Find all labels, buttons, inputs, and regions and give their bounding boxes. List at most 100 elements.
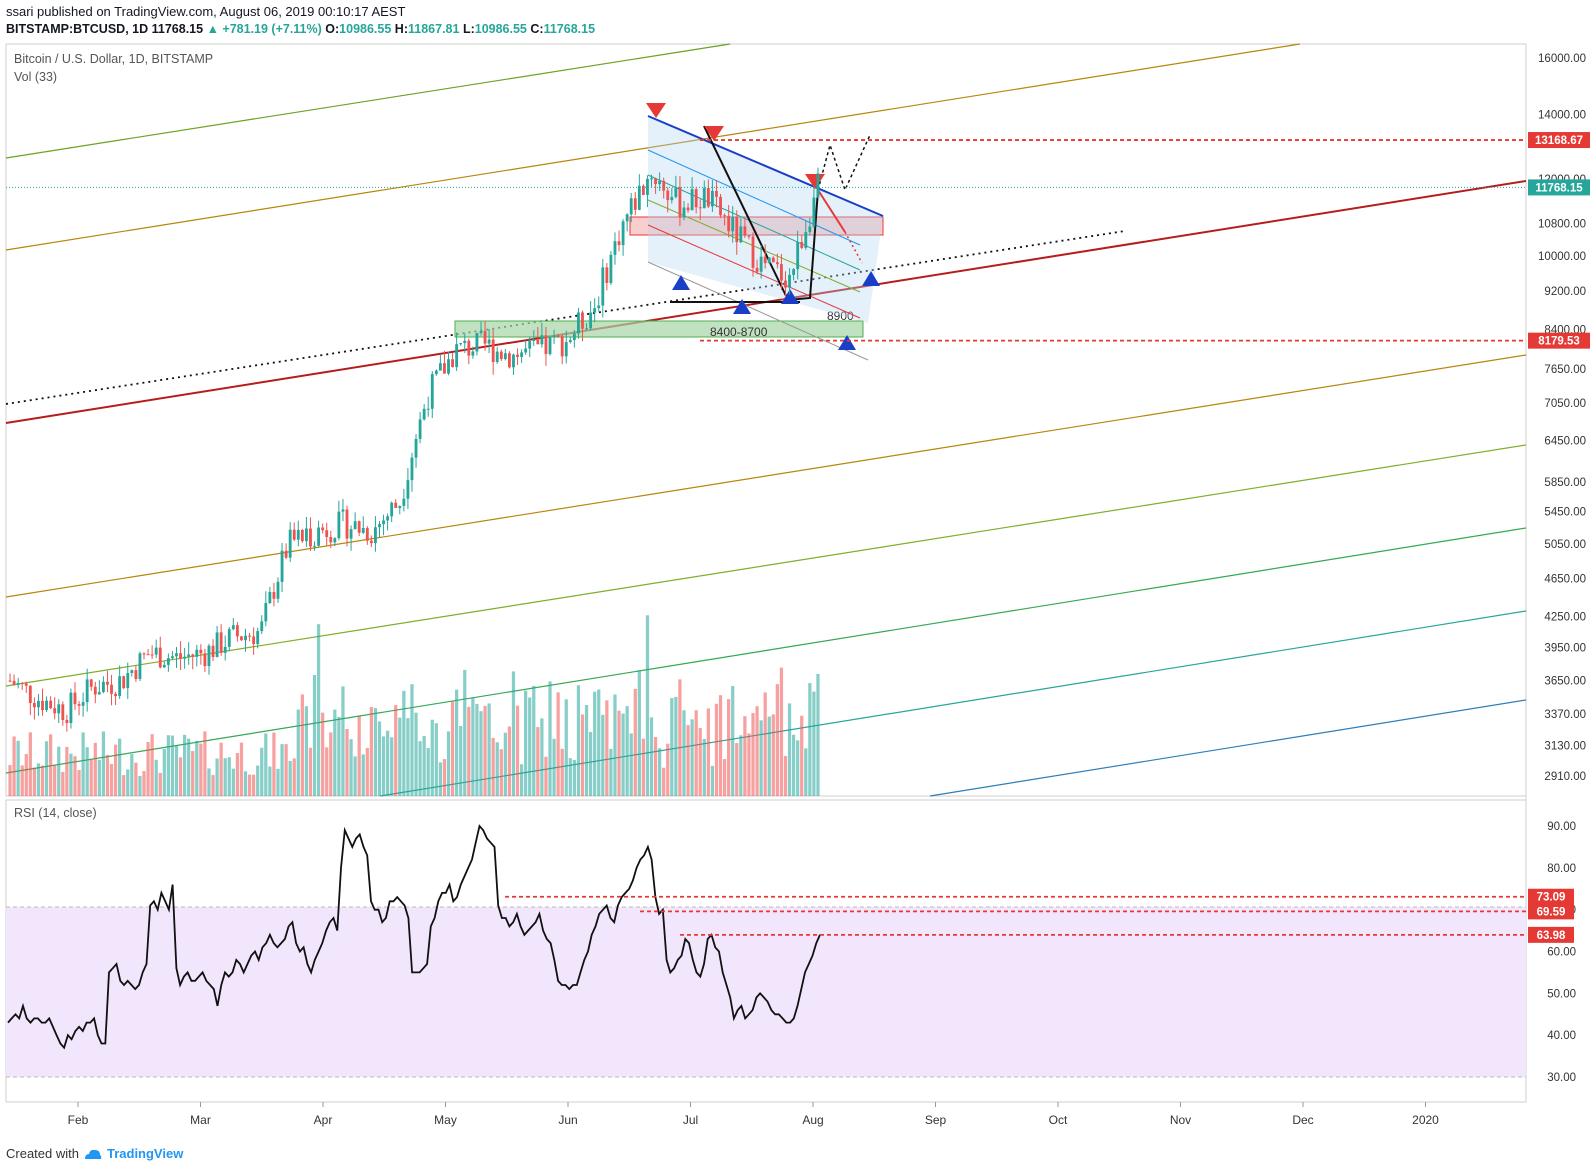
volume-bar xyxy=(783,755,788,796)
rsi-level-badge xyxy=(1528,888,1574,905)
volume-bar xyxy=(199,743,203,796)
volume-bar xyxy=(747,733,751,796)
buy-marker xyxy=(781,289,799,304)
candle-body xyxy=(784,280,787,288)
time-tick-label: May xyxy=(434,1113,457,1127)
volume-bar xyxy=(44,741,49,796)
candle-body xyxy=(560,336,564,357)
volume-bar xyxy=(446,731,451,796)
candle-body xyxy=(572,333,576,341)
volume-bar xyxy=(93,742,97,796)
price-tick-label: 2910.00 xyxy=(1544,771,1586,783)
candle-body xyxy=(767,257,771,264)
volume-bar xyxy=(621,713,625,796)
candle-body xyxy=(361,528,365,533)
volume-bar xyxy=(743,716,747,796)
candle-body xyxy=(93,686,97,695)
ohlc-line: BITSTAMP:BTCUSD, 1D 11768.15 ▲ +781.19 (… xyxy=(6,22,595,36)
candle-body xyxy=(731,216,735,232)
candle-body xyxy=(800,241,804,248)
candle-body xyxy=(706,188,710,207)
volume-bar xyxy=(597,689,601,796)
price-tick-label: 4250.00 xyxy=(1544,611,1586,623)
candle-body xyxy=(621,221,625,246)
candle-body xyxy=(678,187,682,218)
volume-bar xyxy=(487,703,491,796)
buy-marker xyxy=(838,335,856,350)
candle-body xyxy=(288,529,292,558)
candle-body xyxy=(16,683,20,685)
footer: Created with TradingView xyxy=(6,1146,183,1161)
volume-bar xyxy=(243,771,248,796)
volume-bar xyxy=(57,746,61,796)
candle-body xyxy=(552,335,556,338)
volume-bar xyxy=(450,701,455,796)
volume-bar xyxy=(434,723,438,796)
volume-bar xyxy=(73,756,77,796)
volume-bar xyxy=(231,768,235,796)
footer-created: Created with xyxy=(6,1146,79,1161)
candle-body xyxy=(747,235,751,237)
volume-bar xyxy=(105,754,110,796)
volume-bar xyxy=(625,706,629,796)
volume-bar xyxy=(377,721,382,796)
candle-body xyxy=(438,363,442,371)
candle-body xyxy=(682,207,686,218)
candle-body xyxy=(434,370,438,375)
volume-bar xyxy=(272,732,276,796)
candle-body xyxy=(670,197,674,201)
volume-bar xyxy=(329,732,333,796)
volume-bar xyxy=(235,753,240,796)
candle-body xyxy=(85,679,89,703)
volume-bar xyxy=(203,731,207,796)
rsi-band xyxy=(6,907,1526,1077)
footer-brand[interactable]: TradingView xyxy=(106,1146,184,1161)
volume-bar xyxy=(390,737,394,796)
volume-bar xyxy=(288,760,292,796)
volume-bar xyxy=(398,717,402,796)
candle-body xyxy=(788,274,791,288)
volume-bar xyxy=(670,698,674,796)
volume-bar xyxy=(402,690,406,796)
rsi-axis: 90.0080.0070.0060.0050.0040.0030.0073.09… xyxy=(1528,821,1576,1084)
time-tick-label: Nov xyxy=(1170,1113,1191,1127)
candle-body xyxy=(154,647,158,655)
candle-body xyxy=(179,653,182,659)
candle-body xyxy=(467,340,471,356)
volume-bar xyxy=(536,727,540,796)
volume-bar xyxy=(357,716,361,796)
time-tick-label: Apr xyxy=(314,1113,333,1127)
candle-body xyxy=(231,625,235,630)
volume-bar xyxy=(609,748,613,796)
volume-bar xyxy=(369,707,373,796)
volume-bar xyxy=(515,705,520,796)
volume-bar xyxy=(16,740,20,796)
volume-bar xyxy=(528,697,532,796)
candle-body xyxy=(191,654,195,657)
price-levels xyxy=(6,139,1526,342)
volume-bar xyxy=(519,764,524,796)
volume-bar xyxy=(166,735,170,796)
volume-bar xyxy=(471,697,475,796)
close-label: C: xyxy=(530,22,544,36)
volume-bar xyxy=(28,732,32,796)
candle-body xyxy=(272,592,276,599)
candle-body xyxy=(613,241,617,255)
candle-body xyxy=(629,198,633,215)
candles xyxy=(8,167,820,732)
candle-body xyxy=(158,647,162,668)
volume-bar xyxy=(178,757,183,796)
volume-bar xyxy=(442,759,447,796)
candle-body xyxy=(605,267,609,283)
rsi-level-badge xyxy=(1528,926,1574,943)
candle-body xyxy=(378,524,381,528)
volume-bar xyxy=(658,748,662,796)
volume-bar xyxy=(532,685,536,796)
volume-bar xyxy=(223,758,227,796)
candle-body xyxy=(8,680,12,682)
signal-markers xyxy=(646,103,880,350)
channel-line xyxy=(5,43,1301,251)
volume-bar xyxy=(20,765,24,796)
candle-body xyxy=(430,374,434,409)
volume-bar xyxy=(763,692,767,796)
